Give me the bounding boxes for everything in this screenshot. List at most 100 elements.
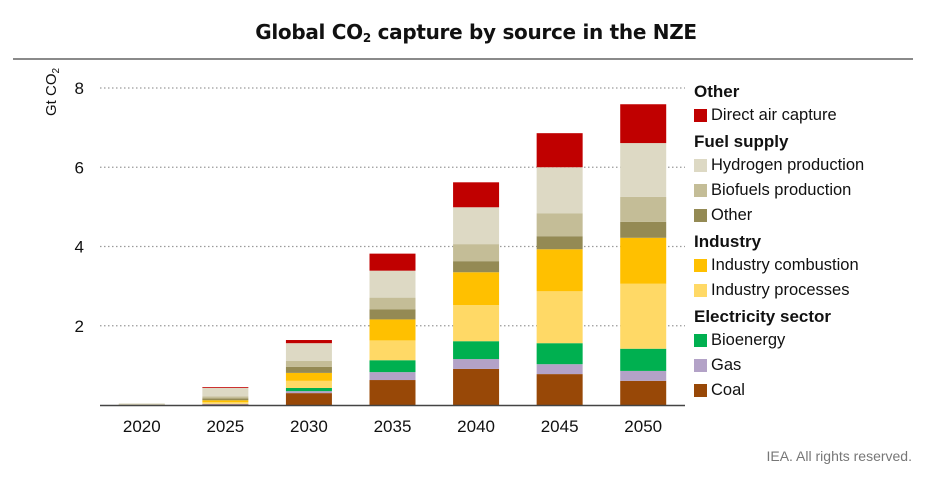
legend-item: Coal	[694, 378, 864, 403]
legend-swatch	[694, 284, 707, 297]
bar-segment-biofuels-production	[620, 196, 667, 222]
bar-stack-2040	[453, 182, 500, 405]
legend-item: Hydrogen production	[694, 153, 864, 178]
bar-segment-other	[620, 221, 667, 238]
title-text: Global CO	[255, 20, 363, 44]
bar-segment-hydrogen-production	[620, 143, 667, 197]
bar-segment-coal	[536, 374, 583, 405]
bar-segment-direct-air-capture	[453, 182, 500, 208]
bar-segment-hydrogen-production	[369, 270, 416, 298]
legend-group-title: Fuel supply	[694, 132, 789, 151]
x-axis-ticks: 2020 2025 2030 2035 2040 2045 2050	[123, 417, 662, 436]
bar-segment-other	[202, 398, 249, 401]
bar-segment-coal	[620, 380, 667, 405]
bar-segment-direct-air-capture	[202, 387, 249, 388]
bar-segment-industry-processes	[285, 380, 332, 388]
bar-segment-hydrogen-production	[202, 387, 249, 397]
bar-segment-industry-processes	[202, 402, 249, 404]
title-text-rest: capture by source in the NZE	[370, 20, 698, 44]
legend-label: Biofuels production	[711, 181, 852, 199]
bar-segment-gas	[285, 391, 332, 394]
bar-segment-gas	[536, 364, 583, 375]
legend-label: Hydrogen production	[711, 156, 865, 174]
bar-stack-2025	[202, 387, 249, 406]
bar-segment-coal	[369, 380, 416, 405]
bar-segment-hydrogen-production	[453, 207, 500, 245]
title-divider	[13, 58, 913, 60]
bar-stack-2045	[536, 133, 583, 405]
x-tick-label: 2040	[457, 417, 495, 436]
legend: Other Direct air capture Fuel supply Hydrog…	[694, 78, 864, 403]
legend-item: Other	[694, 203, 864, 228]
bars	[118, 104, 667, 406]
bar-segment-biofuels-production	[453, 244, 500, 262]
bar-segment-direct-air-capture	[620, 104, 667, 144]
legend-label: Gas	[711, 356, 742, 374]
x-tick-label: 2050	[624, 417, 662, 436]
legend-group-title: Industry	[694, 232, 762, 251]
bar-segment-industry-combustion	[202, 400, 249, 403]
x-tick-label: 2035	[374, 417, 412, 436]
bar-segment-hydrogen-production	[536, 167, 583, 214]
bar-segment-coal	[285, 393, 332, 405]
bar-segment-bioenergy	[620, 348, 667, 371]
y-axis-label: Gt CO2	[43, 67, 62, 116]
bar-segment-industry-processes	[369, 340, 416, 361]
bar-segment-bioenergy	[285, 387, 332, 392]
x-tick-label: 2025	[206, 417, 244, 436]
legend-item: Bioenergy	[694, 328, 864, 353]
legend-swatch	[694, 209, 707, 222]
bar-segment-other	[285, 366, 332, 373]
legend-item: Direct air capture	[694, 103, 864, 128]
legend-item: Industry processes	[694, 278, 864, 303]
bar-segment-gas	[453, 359, 500, 369]
y-tick-label: 2	[75, 317, 84, 336]
bar-segment-hydrogen-production	[118, 403, 165, 405]
bar-segment-biofuels-production	[285, 361, 332, 367]
legend-item: Industry combustion	[694, 253, 864, 278]
legend-label: Direct air capture	[711, 106, 837, 124]
bar-segment-bioenergy	[369, 360, 416, 373]
bar-stack-2030	[285, 340, 332, 405]
legend-swatch	[694, 334, 707, 347]
legend-swatch	[694, 184, 707, 197]
legend-label: Industry combustion	[711, 256, 859, 274]
bar-segment-industry-processes	[453, 305, 500, 342]
x-tick-label: 2020	[123, 417, 161, 436]
legend-item: Gas	[694, 353, 864, 378]
y-axis-ticks: 2 4 6 8	[75, 79, 84, 336]
legend-swatch	[694, 359, 707, 372]
legend-swatch	[694, 384, 707, 397]
legend-label: Coal	[711, 381, 745, 399]
bar-segment-bioenergy	[536, 343, 583, 365]
bar-stack-2050	[620, 104, 667, 405]
bar-segment-gas	[620, 370, 667, 381]
bar-segment-biofuels-production	[202, 396, 249, 399]
bar-segment-biofuels-production	[118, 404, 165, 406]
bar-segment-direct-air-capture	[285, 340, 332, 344]
legend-item: Biofuels production	[694, 178, 864, 203]
bar-segment-direct-air-capture	[536, 133, 583, 168]
bar-segment-other	[536, 236, 583, 250]
bar-segment-industry-combustion	[620, 237, 667, 284]
bar-segment-gas	[369, 372, 416, 381]
y-tick-label: 6	[75, 158, 84, 177]
bar-segment-direct-air-capture	[369, 253, 416, 271]
x-tick-label: 2030	[290, 417, 328, 436]
bar-segment-hydrogen-production	[285, 343, 332, 362]
title-subscript: 2	[362, 31, 371, 45]
copyright-footer: IEA. All rights reserved.	[766, 448, 912, 464]
bar-segment-industry-processes	[620, 283, 667, 349]
y-tick-label: 8	[75, 79, 84, 98]
legend-swatch	[694, 109, 707, 122]
bar-segment-bioenergy	[453, 341, 500, 360]
x-tick-label: 2045	[541, 417, 579, 436]
legend-swatch	[694, 159, 707, 172]
bar-segment-industry-combustion	[369, 319, 416, 341]
bar-segment-industry-processes	[536, 291, 583, 344]
bar-segment-industry-combustion	[285, 372, 332, 381]
legend-group-title: Other	[694, 82, 740, 101]
bar-segment-industry-combustion	[536, 249, 583, 292]
y-tick-label: 4	[75, 238, 84, 257]
